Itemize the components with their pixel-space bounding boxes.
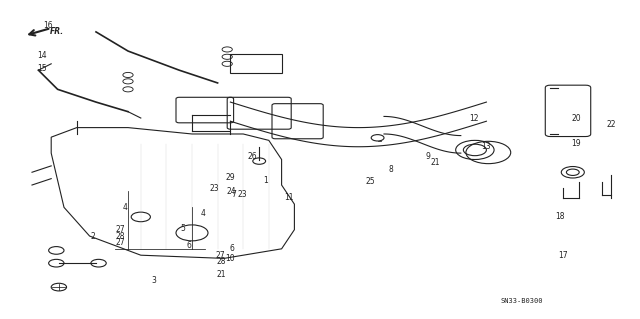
Text: 27: 27 (115, 225, 125, 234)
Text: 14: 14 (36, 51, 47, 60)
Text: 8: 8 (388, 165, 393, 174)
Text: 18: 18 (556, 212, 564, 221)
Text: 19: 19 (571, 139, 581, 148)
Text: 25: 25 (365, 177, 375, 186)
Text: 13: 13 (481, 142, 492, 151)
Text: 15: 15 (36, 64, 47, 73)
Text: 27: 27 (216, 251, 226, 260)
Text: SN33-B0300: SN33-B0300 (500, 299, 543, 304)
Text: 9: 9 (425, 152, 430, 161)
Text: 17: 17 (558, 251, 568, 260)
Text: 5: 5 (180, 224, 185, 233)
Text: 24: 24 (227, 187, 237, 196)
Text: 11: 11 (285, 193, 294, 202)
Text: 1: 1 (263, 176, 268, 185)
Text: 16: 16 (43, 21, 53, 30)
Text: 20: 20 (571, 114, 581, 122)
Text: 22: 22 (607, 120, 616, 129)
Text: 7: 7 (231, 190, 236, 199)
Text: 28: 28 (116, 232, 125, 241)
Text: 26: 26 (248, 152, 258, 161)
Text: 28: 28 (216, 257, 225, 266)
Text: 12: 12 (469, 114, 478, 122)
Text: 21: 21 (216, 270, 225, 279)
Text: 23: 23 (237, 190, 247, 199)
Text: 29: 29 (225, 173, 236, 182)
Text: 23: 23 (209, 184, 220, 193)
Text: 4: 4 (122, 203, 127, 212)
Text: 27: 27 (115, 238, 125, 247)
Text: 3: 3 (151, 276, 156, 285)
Text: 10: 10 (225, 254, 236, 263)
Text: 6: 6 (186, 241, 191, 250)
Text: FR.: FR. (50, 27, 64, 36)
Text: 2: 2 (90, 232, 95, 241)
Text: 4: 4 (201, 209, 206, 218)
Text: 21: 21 (431, 158, 440, 167)
Text: 6: 6 (229, 244, 234, 253)
